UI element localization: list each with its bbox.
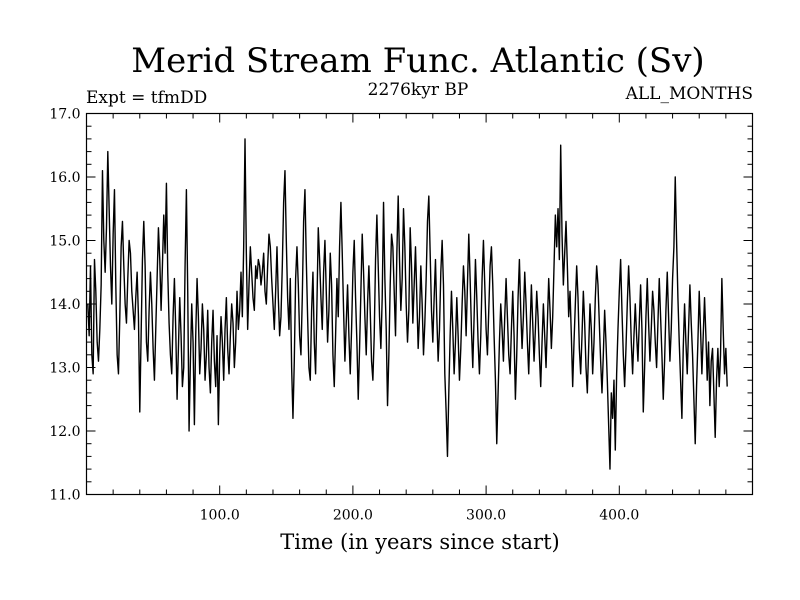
chart-title: Merid Stream Func. Atlantic (Sv) bbox=[131, 41, 704, 81]
months-label: ALL_MONTHS bbox=[625, 84, 753, 104]
axis-ticks: 11.0 12.0 13.0 14.0 15.0 16.0 17.0 100.0 200.0 30… bbox=[49, 107, 753, 524]
y-tick-label: 17.0 bbox=[49, 107, 80, 123]
series-line bbox=[87, 138, 728, 470]
y-tick-label: 13.0 bbox=[49, 361, 80, 377]
y-tick-label: 14.0 bbox=[49, 297, 80, 313]
data-series-layer bbox=[87, 138, 728, 470]
y-tick-label: 12.0 bbox=[49, 424, 80, 440]
y-tick-label: 16.0 bbox=[49, 170, 80, 186]
x-tick-label: 200.0 bbox=[333, 508, 373, 524]
period-label: 2276kyr BP bbox=[368, 80, 469, 100]
x-tick-label: 100.0 bbox=[200, 508, 240, 524]
x-tick-label: 300.0 bbox=[466, 508, 506, 524]
experiment-label: Expt = tfmDD bbox=[86, 88, 207, 108]
x-axis-label: Time (in years since start) bbox=[280, 530, 559, 554]
y-tick-label: 11.0 bbox=[49, 488, 80, 504]
x-tick-label: 400.0 bbox=[599, 508, 639, 524]
plot-frame bbox=[85, 112, 754, 496]
y-tick-label: 15.0 bbox=[49, 234, 80, 250]
